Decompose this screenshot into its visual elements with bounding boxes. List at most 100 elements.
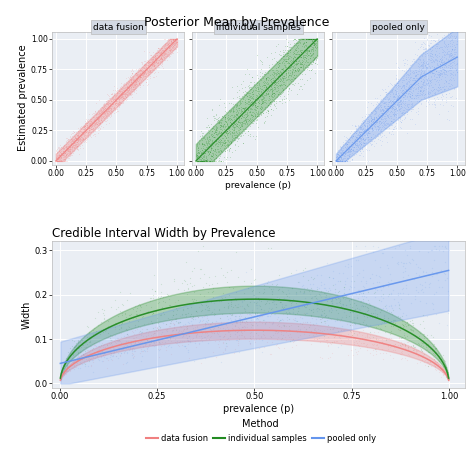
Point: [131, 336, 139, 344]
Point: [161, 50, 169, 57]
Point: [223, 129, 231, 137]
Point: [350, 319, 358, 327]
Point: [130, 77, 138, 84]
Point: [385, 102, 392, 109]
Point: [430, 85, 438, 92]
Point: [229, 106, 237, 114]
Point: [434, 362, 442, 369]
Point: [356, 138, 364, 145]
Point: [419, 78, 427, 85]
Point: [381, 117, 389, 124]
Point: [418, 347, 426, 354]
Point: [195, 155, 203, 162]
Point: [378, 101, 385, 108]
Point: [303, 49, 311, 56]
Point: [77, 352, 84, 359]
Point: [203, 313, 210, 320]
Point: [150, 343, 158, 350]
Point: [297, 60, 305, 67]
Point: [206, 157, 213, 165]
Point: [167, 42, 175, 50]
Point: [427, 52, 435, 59]
Point: [412, 349, 420, 356]
Point: [217, 120, 225, 127]
Point: [60, 364, 68, 372]
Point: [451, 48, 458, 55]
Point: [113, 99, 121, 106]
Point: [210, 157, 218, 165]
Point: [155, 45, 162, 52]
Point: [335, 151, 342, 158]
Point: [223, 125, 230, 132]
Point: [69, 129, 76, 136]
Point: [170, 40, 177, 47]
Point: [79, 134, 87, 142]
Point: [237, 80, 245, 87]
Point: [405, 97, 413, 104]
Point: [326, 287, 333, 294]
Point: [247, 280, 255, 287]
Point: [374, 104, 381, 111]
Point: [117, 91, 124, 98]
Point: [198, 141, 205, 148]
Point: [183, 335, 191, 342]
Point: [301, 331, 308, 338]
Point: [404, 108, 411, 115]
Point: [446, 50, 454, 57]
Point: [212, 127, 220, 134]
Point: [402, 322, 410, 329]
Point: [427, 46, 434, 53]
Point: [451, 64, 459, 72]
Point: [362, 137, 369, 144]
Point: [451, 43, 459, 50]
Point: [100, 110, 108, 117]
Point: [100, 102, 108, 109]
Point: [217, 264, 225, 272]
Point: [206, 140, 213, 147]
Point: [96, 113, 104, 120]
Point: [85, 128, 93, 135]
Point: [185, 337, 192, 344]
Point: [408, 92, 415, 99]
Point: [394, 290, 401, 297]
Point: [84, 122, 91, 129]
Point: [447, 63, 455, 70]
Point: [160, 47, 167, 54]
Point: [265, 92, 273, 100]
Point: [78, 341, 85, 349]
Point: [96, 112, 104, 119]
Point: [429, 306, 437, 313]
Point: [127, 81, 135, 88]
Point: [365, 130, 373, 137]
Point: [97, 110, 105, 117]
Point: [283, 313, 291, 321]
Point: [359, 310, 366, 318]
Point: [332, 157, 340, 165]
Point: [135, 65, 142, 73]
Point: [279, 68, 287, 75]
Point: [371, 293, 379, 300]
Point: [116, 88, 123, 95]
Point: [344, 147, 352, 154]
Point: [210, 305, 218, 313]
Point: [215, 343, 223, 350]
Point: [340, 327, 347, 334]
Point: [174, 296, 182, 304]
Point: [341, 295, 349, 303]
Point: [112, 92, 119, 99]
Point: [60, 155, 68, 162]
Point: [398, 317, 406, 324]
Point: [439, 371, 447, 378]
Point: [224, 128, 231, 135]
Point: [224, 123, 232, 130]
Point: [368, 117, 376, 124]
Point: [85, 328, 93, 336]
Point: [277, 330, 284, 337]
Point: [210, 157, 218, 165]
Point: [252, 309, 259, 317]
Point: [328, 338, 335, 345]
Point: [272, 301, 279, 308]
Point: [170, 35, 177, 42]
Point: [101, 344, 109, 351]
Point: [143, 326, 151, 333]
